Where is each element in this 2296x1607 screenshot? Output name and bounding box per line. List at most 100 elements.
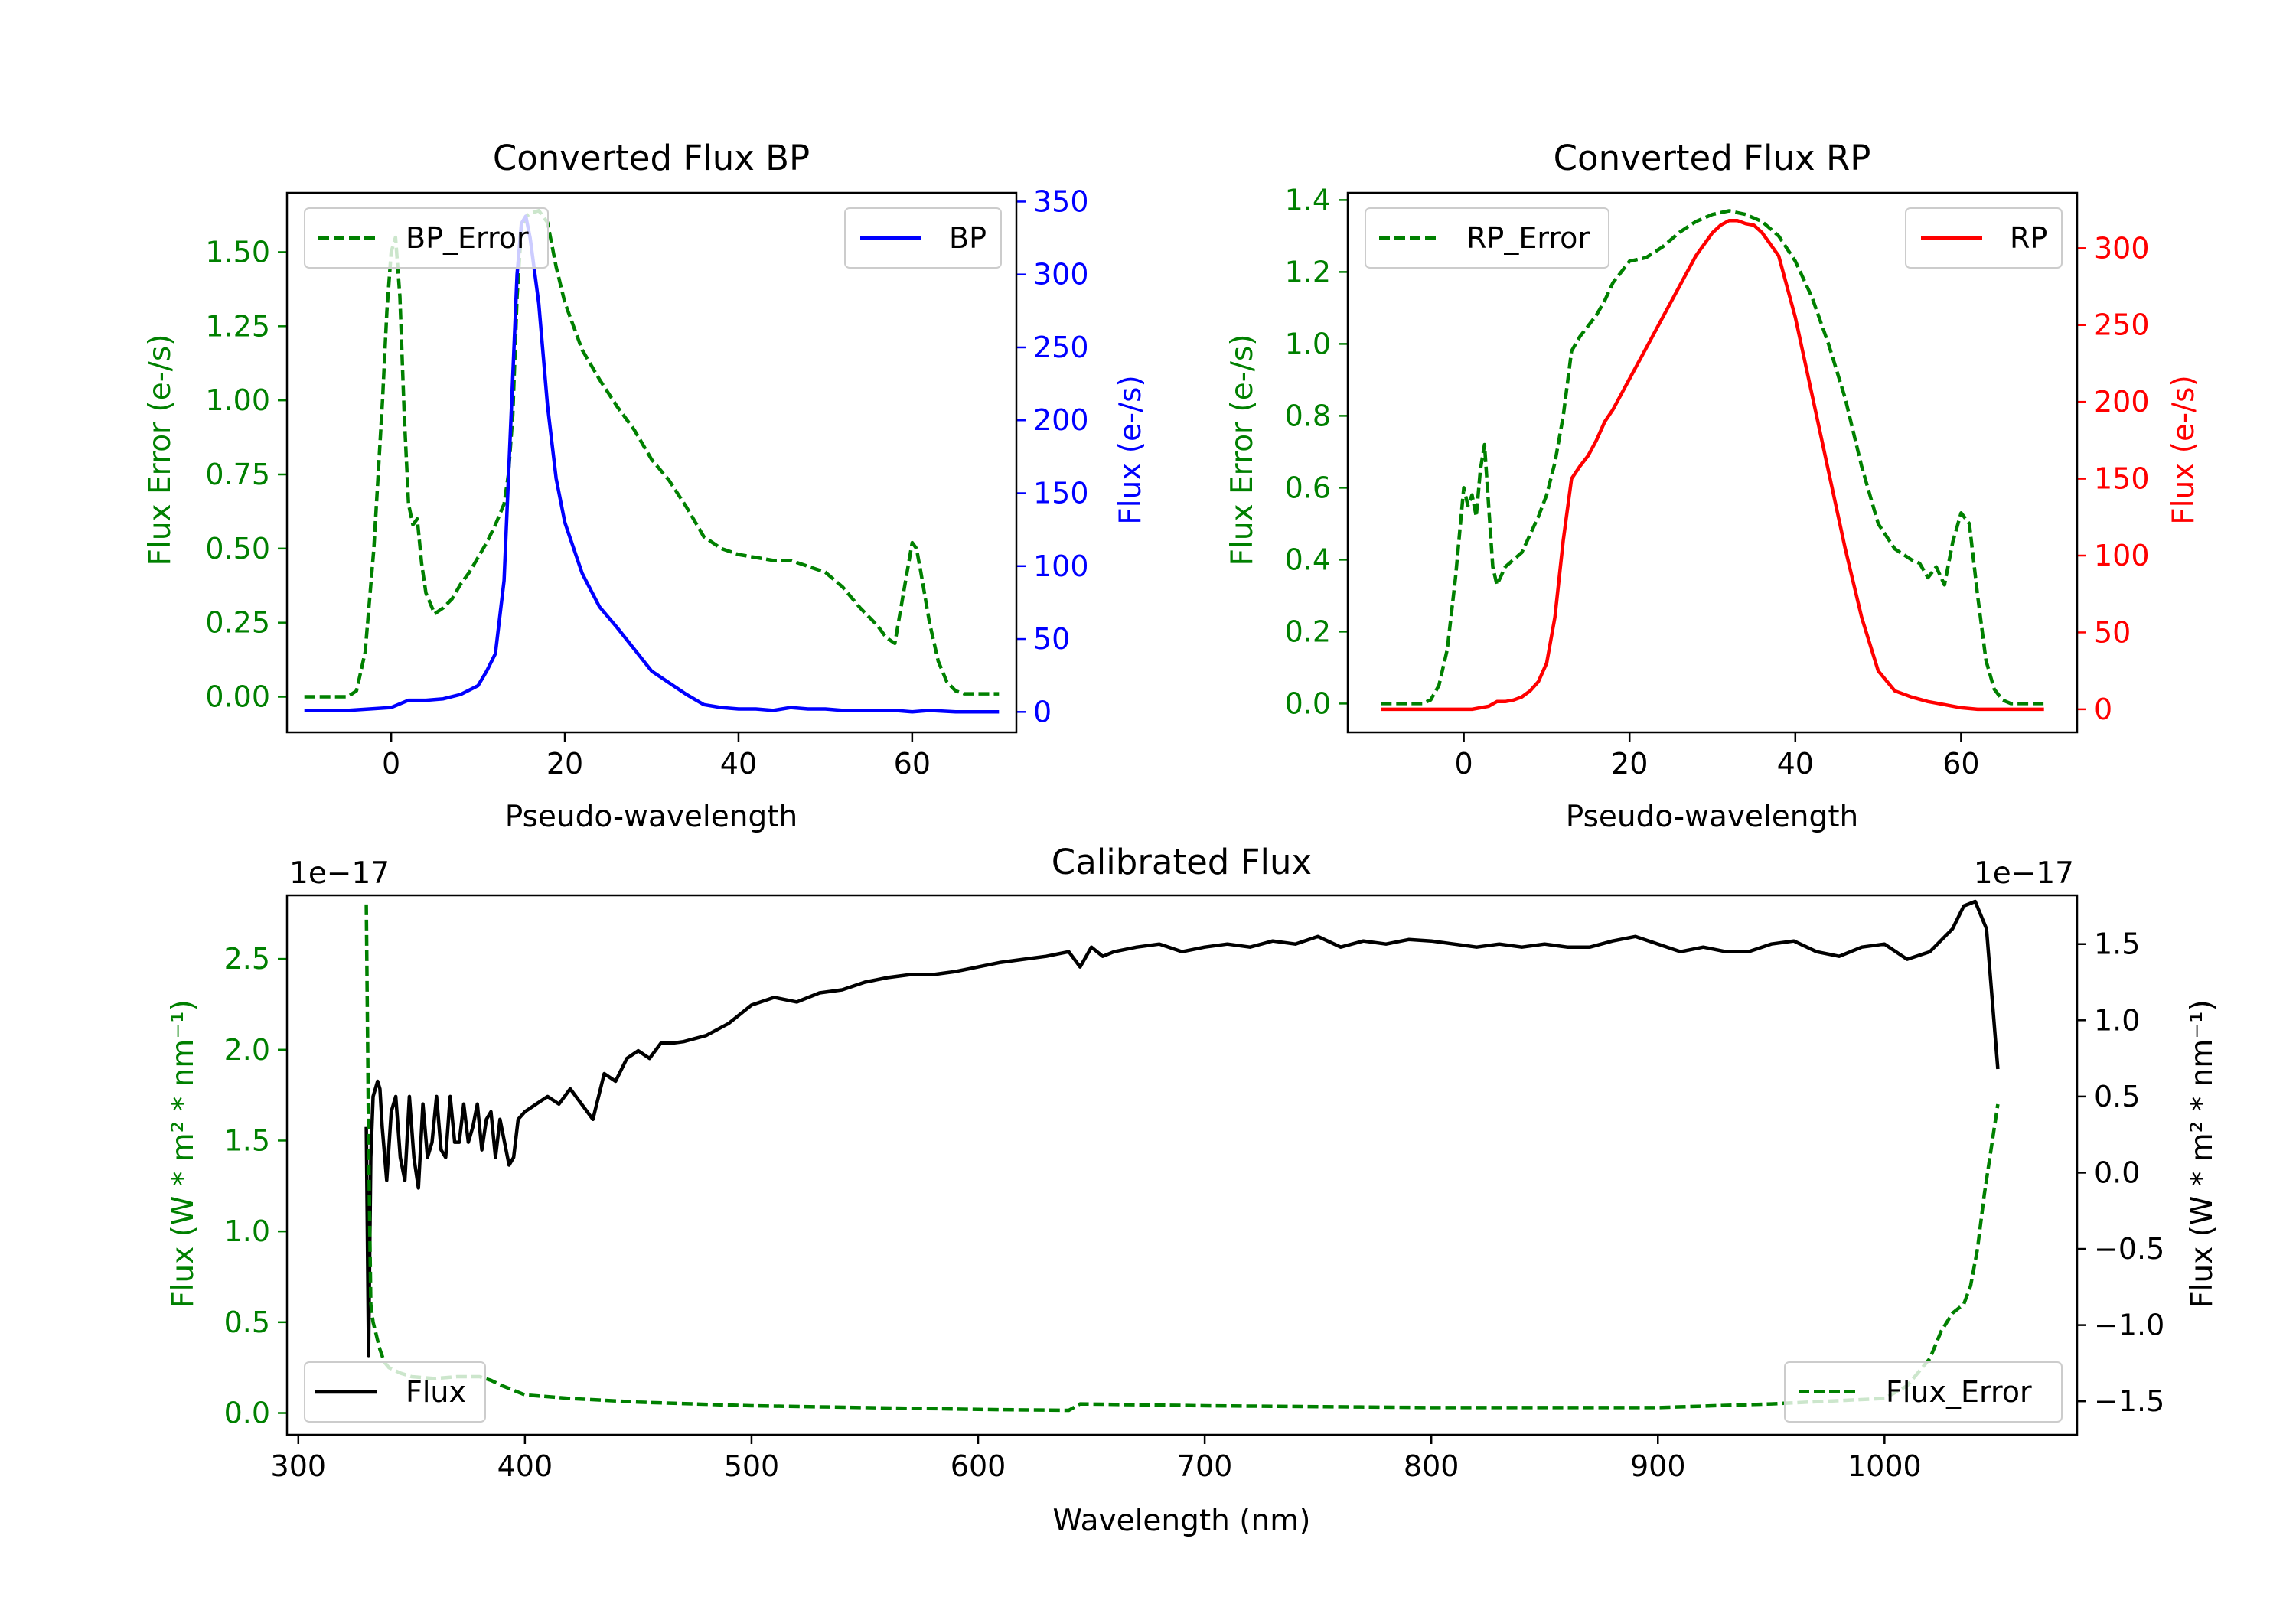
bp-left-y-tick-label: 0.25 (205, 606, 270, 640)
rp-chart: Converted Flux RP Pseudo-wavelength Flux… (1225, 138, 2201, 834)
bp-x-tick-label: 20 (546, 747, 583, 781)
rp-lines (1381, 209, 2044, 712)
bp-right-y-tick-label: 100 (1033, 549, 1089, 583)
rp-x-tick-label: 20 (1611, 747, 1648, 781)
bp-legend-flux-label: BP (949, 221, 987, 255)
bp-left-y-tick-label: 0.75 (205, 458, 270, 491)
bp-right-y-tick-label: 250 (1033, 331, 1089, 364)
bp-right-y-tick-label: 150 (1033, 477, 1089, 510)
rp-left-axis-label: Flux Error (e-/s) (1225, 334, 1260, 566)
bp-series-bp (304, 214, 1000, 714)
bp-chart-title: Converted Flux BP (493, 138, 810, 178)
bp-right-y-tick-label: 300 (1033, 258, 1089, 292)
rp-right-y-tick-label: 200 (2094, 385, 2150, 419)
calibrated-left-y-tick-label: 2.0 (224, 1033, 270, 1067)
rp-left-y-tick-label: 1.2 (1285, 255, 1331, 288)
calibrated-left-axis-label: Flux (W * m² * nm⁻¹) (166, 999, 201, 1309)
calibrated-series-flux (364, 899, 2000, 1358)
bp-ticks: 0 20 40 60 0.00 0.25 0.50 0.75 1.00 1.25 1.50 0 50 10… (205, 184, 1088, 781)
calibrated-right-y-tick-label: −0.5 (2094, 1232, 2164, 1266)
calibrated-x-tick-label: 1000 (1848, 1449, 1922, 1483)
calibrated-right-y-tick-label: −1.5 (2094, 1384, 2164, 1418)
bp-legend-left: BP_Error (304, 207, 549, 269)
rp-legend-error-label: RP_Error (1466, 221, 1590, 255)
rp-legend-right-box (1905, 207, 2063, 269)
calibrated-plot-frame (285, 894, 2079, 1436)
calibrated-chart: Calibrated Flux Wavelength (nm) Flux (W … (166, 842, 2219, 1538)
rp-legend-right: RP (1905, 207, 2063, 269)
calibrated-left-y-tick-label: 0.0 (224, 1397, 270, 1430)
calibrated-x-tick-label: 900 (1630, 1449, 1686, 1483)
bp-left-y-tick-label: 1.00 (205, 383, 270, 417)
rp-right-y-tick-label: 150 (2094, 462, 2150, 496)
calibrated-ticks: 300 400 500 600 700 800 900 1000 0.0 0.5 1.0 1.5 2.0… (224, 927, 2165, 1483)
calibrated-series-flux-error (364, 904, 2000, 1413)
calibrated-x-tick-label: 400 (497, 1449, 553, 1483)
calibrated-left-y-tick-label: 0.5 (224, 1305, 270, 1339)
rp-right-y-tick-label: 300 (2094, 231, 2150, 265)
bp-x-axis-label: Pseudo-wavelength (505, 800, 797, 834)
rp-series-rp (1381, 218, 2044, 712)
bp-legend-error-label: BP_Error (406, 221, 529, 255)
rp-x-axis-label: Pseudo-wavelength (1566, 800, 1858, 834)
calibrated-chart-title: Calibrated Flux (1052, 842, 1312, 882)
calibrated-legend-left-box (304, 1361, 486, 1423)
calibrated-lines (364, 899, 2000, 1413)
rp-right-y-tick-label: 0 (2094, 693, 2112, 726)
rp-series-rp-error (1381, 209, 2044, 706)
rp-ticks: 0 20 40 60 0.0 0.2 0.4 0.6 0.8 1.0 1.2 1.4 0 50 100 150… (1285, 183, 2150, 781)
rp-right-axis-label: Flux (e-/s) (2167, 375, 2201, 524)
bp-right-y-tick-label: 350 (1033, 184, 1089, 218)
bp-right-y-tick-label: 200 (1033, 403, 1089, 437)
bp-legend-left-box (304, 207, 549, 269)
bp-left-y-tick-label: 0.50 (205, 532, 270, 566)
rp-x-tick-label: 0 (1455, 747, 1473, 781)
calibrated-left-y-tick-label: 1.5 (224, 1123, 270, 1157)
rp-x-tick-label: 60 (1942, 747, 1979, 781)
rp-right-y-tick-label: 100 (2094, 539, 2150, 572)
rp-left-y-tick-label: 0.2 (1285, 614, 1331, 648)
calibrated-left-y-tick-label: 2.5 (224, 942, 270, 976)
calibrated-left-y-tick-label: 1.0 (224, 1214, 270, 1248)
rp-left-y-tick-label: 1.0 (1285, 327, 1331, 360)
bp-left-y-tick-label: 1.25 (205, 309, 270, 343)
calibrated-x-tick-label: 300 (271, 1449, 327, 1483)
bp-right-axis-label: Flux (e-/s) (1114, 375, 1148, 524)
calibrated-legend-error-label: Flux_Error (1886, 1375, 2032, 1409)
calibrated-x-tick-label: 800 (1404, 1449, 1459, 1483)
bp-left-y-tick-label: 0.00 (205, 680, 270, 714)
bp-chart: Converted Flux BP Pseudo-wavelength Flux… (143, 138, 1148, 834)
bp-x-tick-label: 40 (720, 747, 757, 781)
bp-left-y-tick-label: 1.50 (205, 235, 270, 269)
rp-right-y-tick-label: 250 (2094, 308, 2150, 342)
calibrated-legend-right: Flux_Error (1784, 1361, 2063, 1423)
rp-left-y-tick-label: 0.6 (1285, 471, 1331, 504)
rp-left-y-tick-label: 0.8 (1285, 399, 1331, 432)
bp-right-y-tick-label: 0 (1033, 695, 1052, 729)
rp-legend-left-box (1365, 207, 1609, 269)
calibrated-left-offset: 1e−17 (289, 856, 390, 891)
bp-legend-right-box (844, 207, 1002, 269)
calibrated-legend-left: Flux (304, 1361, 486, 1423)
rp-legend-flux-label: RP (2010, 221, 2047, 255)
bp-legend-right: BP (844, 207, 1002, 269)
calibrated-x-axis-label: Wavelength (nm) (1053, 1504, 1311, 1538)
calibrated-right-y-tick-label: −1.0 (2094, 1309, 2164, 1342)
calibrated-x-tick-label: 700 (1177, 1449, 1233, 1483)
rp-left-y-tick-label: 0.4 (1285, 543, 1331, 576)
calibrated-legend-right-box (1784, 1361, 2063, 1423)
rp-x-tick-label: 40 (1777, 747, 1814, 781)
bp-left-axis-label: Flux Error (e-/s) (143, 334, 178, 566)
rp-chart-title: Converted Flux RP (1554, 138, 1871, 178)
rp-left-y-tick-label: 1.4 (1285, 183, 1331, 217)
rp-plot-frame (1346, 191, 2079, 734)
calibrated-x-tick-label: 500 (724, 1449, 780, 1483)
calibrated-right-y-tick-label: 0.0 (2094, 1156, 2140, 1189)
calibrated-right-offset: 1e−17 (1974, 856, 2074, 891)
calibrated-right-axis-label: Flux (W * m² * nm⁻¹) (2185, 999, 2219, 1309)
calibrated-x-tick-label: 600 (951, 1449, 1006, 1483)
rp-right-y-tick-label: 50 (2094, 615, 2131, 649)
rp-legend-left: RP_Error (1365, 207, 1609, 269)
bp-plot-frame (285, 191, 1018, 734)
calibrated-right-y-tick-label: 1.5 (2094, 927, 2140, 961)
